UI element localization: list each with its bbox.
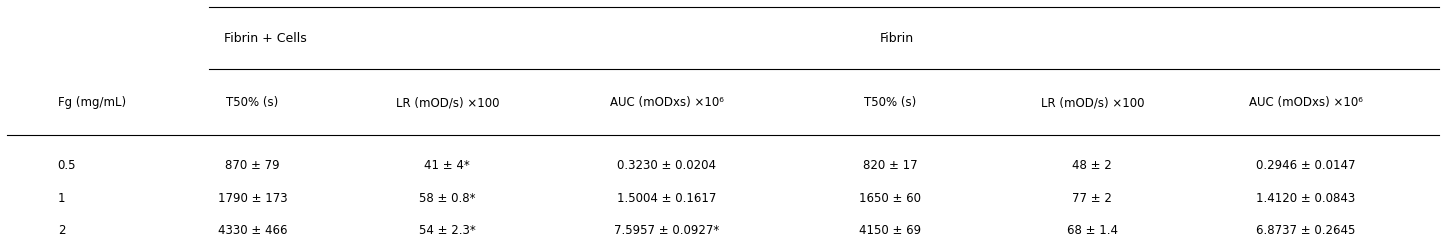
Text: 54 ± 2.3*: 54 ± 2.3* (418, 224, 476, 236)
Text: 870 ± 79: 870 ± 79 (225, 158, 280, 172)
Text: AUC (mODxs) ×10⁶: AUC (mODxs) ×10⁶ (610, 96, 723, 109)
Text: 0.2946 ± 0.0147: 0.2946 ± 0.0147 (1257, 158, 1355, 172)
Text: 68 ± 1.4: 68 ± 1.4 (1066, 224, 1118, 236)
Text: 48 ± 2: 48 ± 2 (1072, 158, 1113, 172)
Text: 58 ± 0.8*: 58 ± 0.8* (418, 191, 476, 204)
Text: 41 ± 4*: 41 ± 4* (424, 158, 470, 172)
Text: 6.8737 ± 0.2645: 6.8737 ± 0.2645 (1257, 224, 1355, 236)
Text: 0.5: 0.5 (58, 158, 76, 172)
Text: 7.5957 ± 0.0927*: 7.5957 ± 0.0927* (615, 224, 719, 236)
Text: LR (mOD/s) ×100: LR (mOD/s) ×100 (1040, 96, 1144, 109)
Text: T50% (s): T50% (s) (227, 96, 278, 109)
Text: Fg (mg/mL): Fg (mg/mL) (58, 96, 126, 109)
Text: 1790 ± 173: 1790 ± 173 (218, 191, 287, 204)
Text: 4150 ± 69: 4150 ± 69 (859, 224, 922, 236)
Text: 0.3230 ± 0.0204: 0.3230 ± 0.0204 (618, 158, 716, 172)
Text: 2: 2 (58, 224, 65, 236)
Text: 1: 1 (58, 191, 65, 204)
Text: 820 ± 17: 820 ± 17 (863, 158, 918, 172)
Text: 1650 ± 60: 1650 ± 60 (860, 191, 921, 204)
Text: 1.5004 ± 0.1617: 1.5004 ± 0.1617 (618, 191, 716, 204)
Text: 1.4120 ± 0.0843: 1.4120 ± 0.0843 (1257, 191, 1355, 204)
Text: Fibrin: Fibrin (880, 32, 915, 45)
Text: 4330 ± 466: 4330 ± 466 (218, 224, 287, 236)
Text: LR (mOD/s) ×100: LR (mOD/s) ×100 (395, 96, 499, 109)
Text: AUC (mODxs) ×10⁶: AUC (mODxs) ×10⁶ (1250, 96, 1362, 109)
Text: 77 ± 2: 77 ± 2 (1072, 191, 1113, 204)
Text: Fibrin + Cells: Fibrin + Cells (224, 32, 306, 45)
Text: T50% (s): T50% (s) (864, 96, 916, 109)
